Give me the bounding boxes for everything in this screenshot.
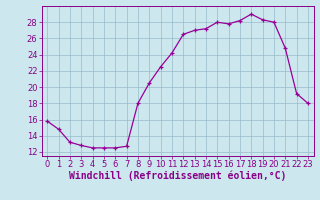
X-axis label: Windchill (Refroidissement éolien,°C): Windchill (Refroidissement éolien,°C): [69, 171, 286, 181]
